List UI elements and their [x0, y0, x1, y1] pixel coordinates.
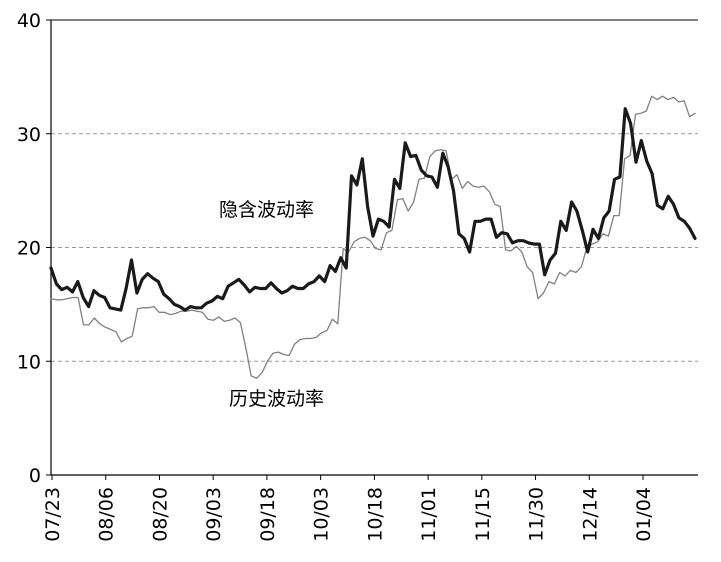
x-tick-label-08/20: 08/20 — [149, 487, 171, 542]
x-tick-label-10/18: 10/18 — [364, 487, 386, 542]
x-tick-label-08/06: 08/06 — [96, 487, 118, 542]
series-labels: 隐含波动率 历史波动率 — [219, 199, 324, 410]
y-tick-label-30: 30 — [17, 124, 41, 146]
x-tick-label-11/01: 11/01 — [418, 487, 440, 542]
x-tick-label-09/03: 09/03 — [203, 487, 225, 542]
series-line-implied-vol — [49, 107, 697, 312]
series-lines — [49, 95, 697, 379]
x-tick-label-11/15: 11/15 — [472, 487, 494, 542]
x-tick-label-01/04: 01/04 — [633, 487, 655, 542]
x-tick-label-11/30: 11/30 — [526, 487, 548, 542]
x-tick-label-07/23: 07/23 — [42, 487, 64, 542]
x-tick-label-10/03: 10/03 — [311, 487, 333, 542]
series-label-implied-vol: 隐含波动率 — [219, 199, 314, 221]
y-tick-label-10: 10 — [17, 351, 41, 373]
y-tick-label-0: 0 — [29, 465, 41, 487]
y-tick-label-20: 20 — [17, 238, 41, 260]
axes: 0 10 20 30 40 07/23 08/06 08/20 09/03 09/18 10/03 1… — [17, 10, 698, 542]
series-label-historical-vol: 历史波动率 — [229, 388, 324, 410]
x-tick-label-09/18: 09/18 — [257, 487, 279, 542]
x-tick-label-12/14: 12/14 — [579, 487, 601, 542]
y-tick-label-40: 40 — [17, 10, 41, 32]
